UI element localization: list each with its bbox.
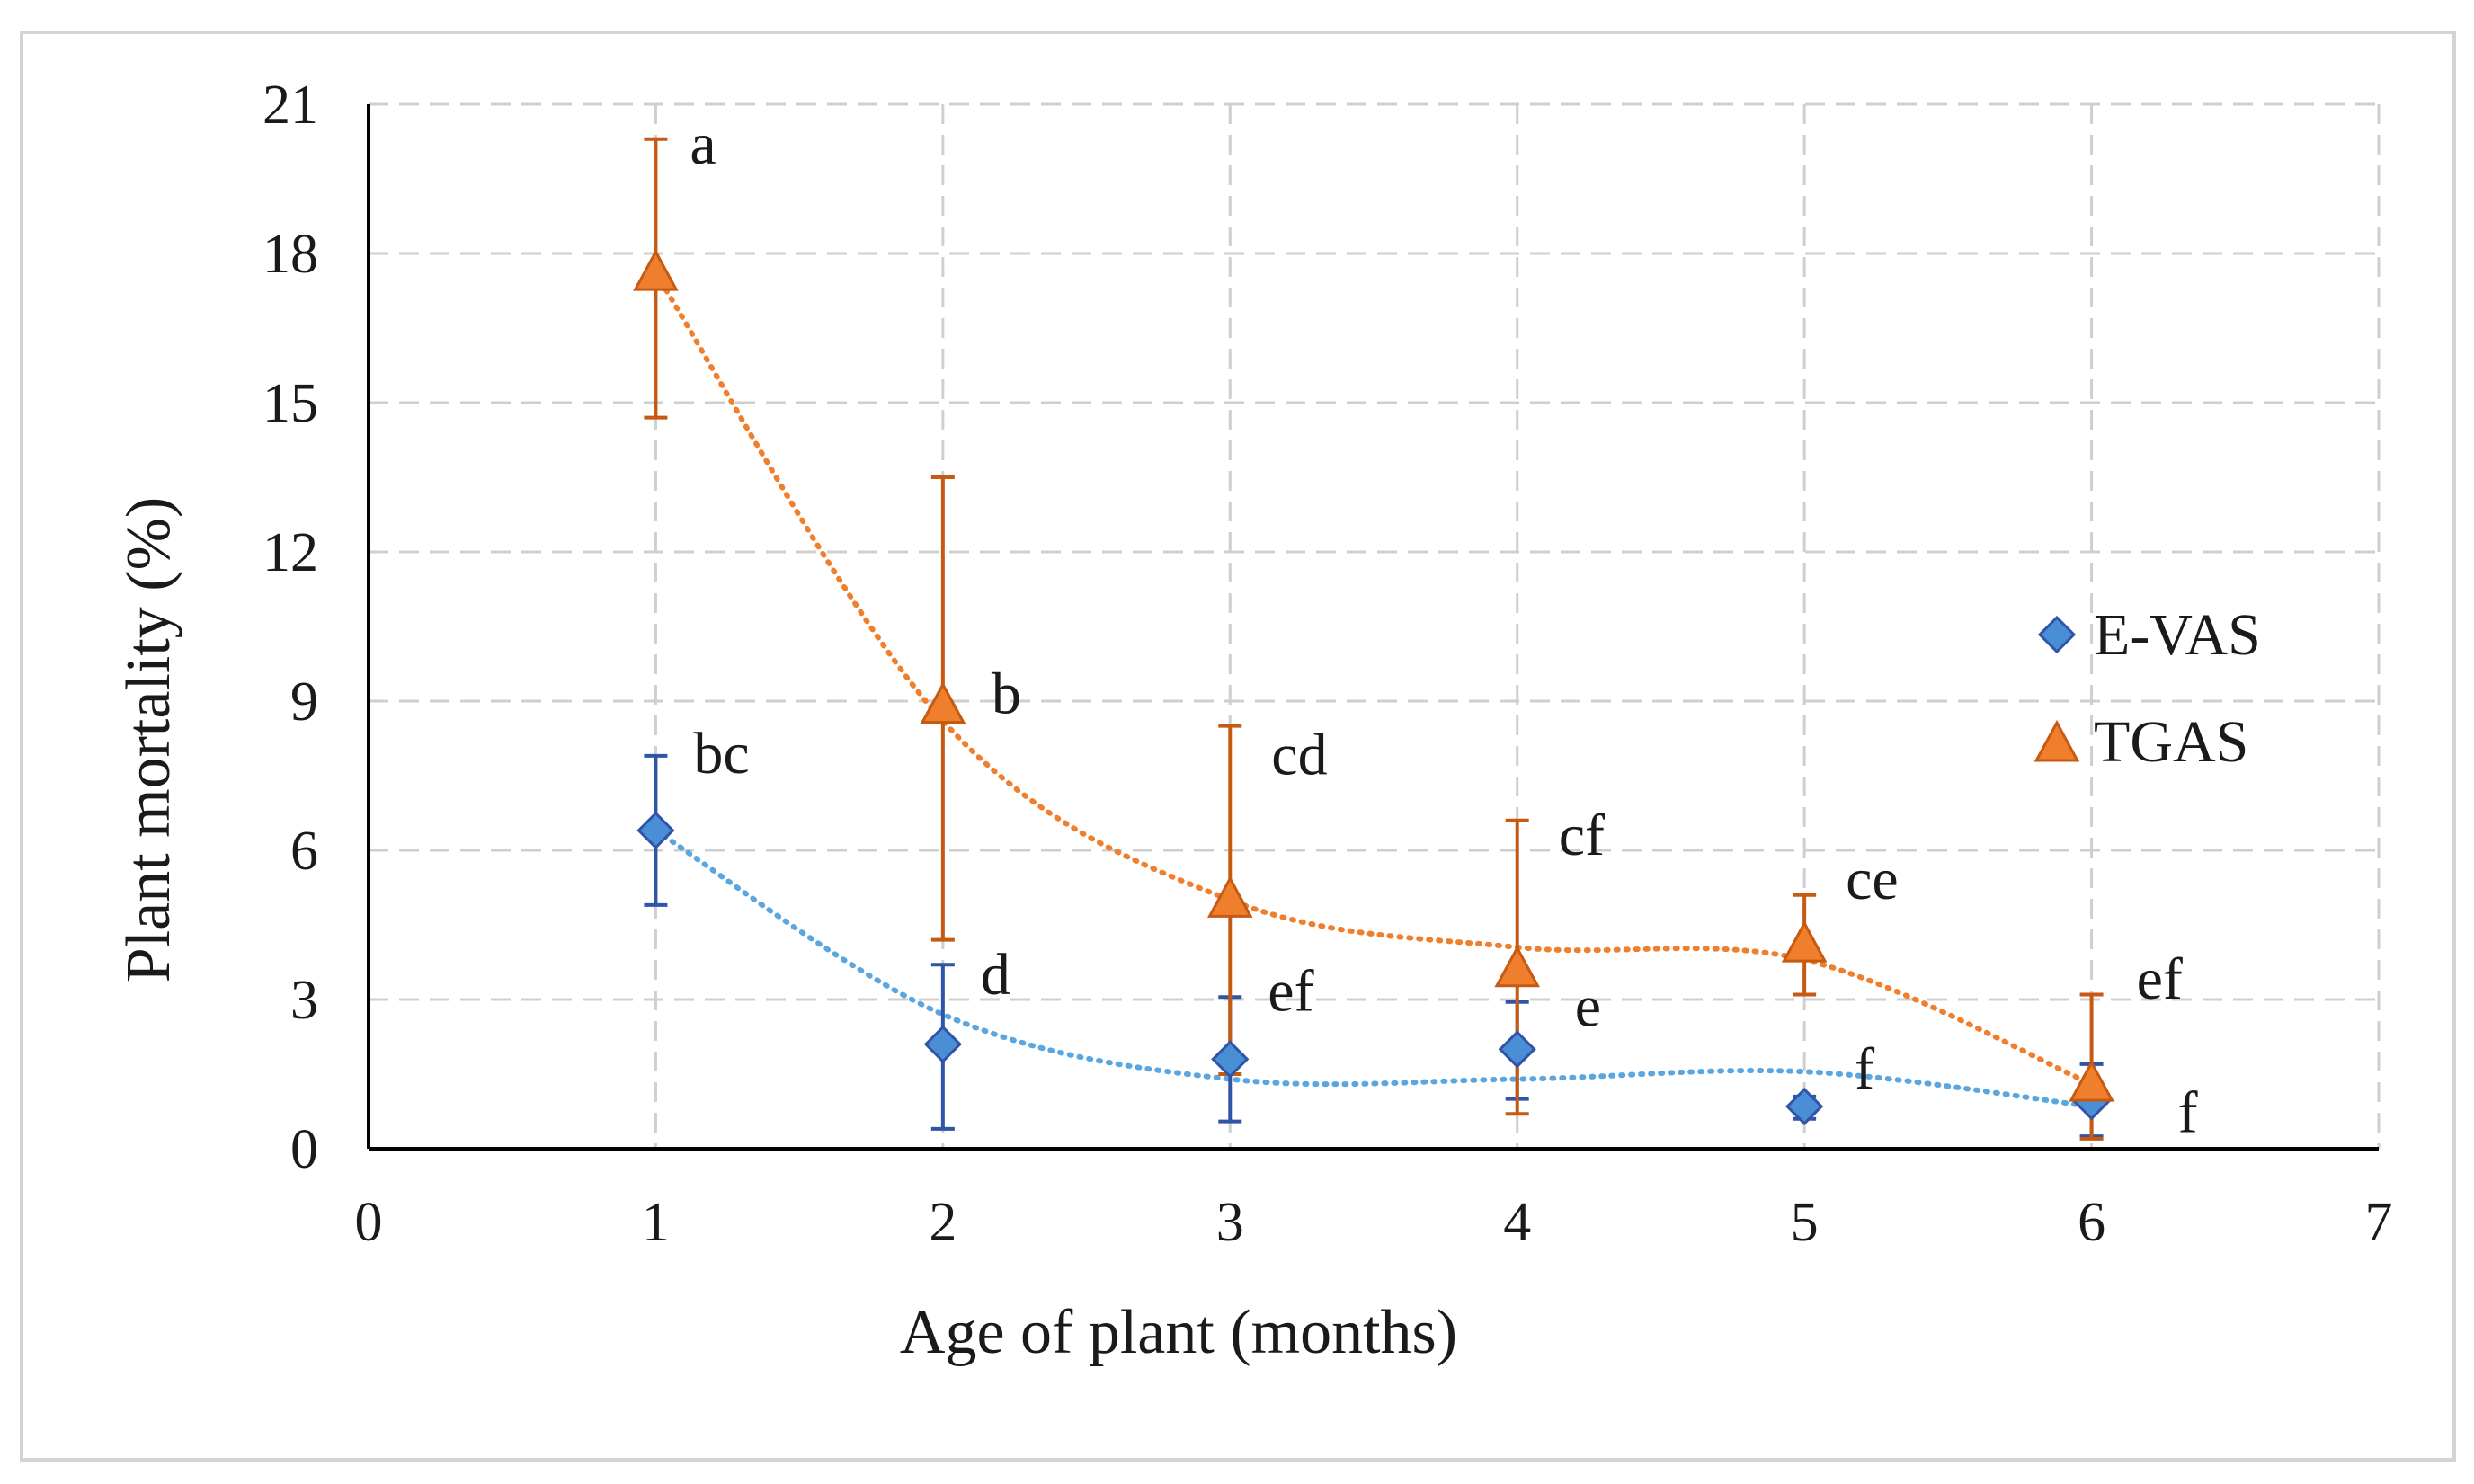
marker-tgas-2 [920,681,966,724]
marker-tgas-3 [1206,875,1253,918]
y-tick-label-3: 3 [290,970,318,1031]
y-tick-label-12: 12 [263,522,318,583]
grid [369,102,2381,1149]
point-label-e-vas-3: ef [1268,958,1313,1024]
y-tick-label-6: 6 [290,821,318,882]
point-label-e-vas-4: e [1575,973,1601,1039]
marker-tgas-6 [2069,1059,2114,1102]
marker-tgas-1 [633,248,679,291]
trendlines [653,271,2095,1109]
y-tick-label-9: 9 [290,671,318,733]
marker-tgas-4 [1494,945,1541,988]
y-tick-label-18: 18 [263,224,318,285]
marker-e-vas-1 [636,811,675,849]
y-tick-label-15: 15 [263,373,318,434]
marker-e-vas-4 [1498,1030,1536,1069]
point-label-tgas-4: cf [1559,803,1605,868]
legend-item-tgas: TGAS [2033,709,2248,775]
legend: E-VAS TGAS [2033,602,2261,775]
trendline-tgas [653,271,2095,1088]
x-tick-label-7: 7 [2365,1192,2393,1253]
data-markers [633,248,2114,1126]
x-tick-label-6: 6 [2078,1192,2105,1253]
point-label-tgas-1: a [690,111,716,177]
legend-label-e-vas: E-VAS [2094,602,2261,668]
point-label-tgas-5: ce [1846,847,1899,912]
legend-item-e-vas: E-VAS [2037,602,2261,668]
x-tick-label-1: 1 [642,1192,670,1253]
y-axis-title: Plant mortality (%) [114,497,183,982]
x-tick-label-2: 2 [929,1192,957,1253]
marker-e-vas-3 [1211,1040,1250,1079]
error-bars [644,137,2104,1141]
legend-marker-e-vas [2037,615,2077,654]
x-tick-label-5: 5 [1791,1192,1819,1253]
x-tick-label-3: 3 [1216,1192,1244,1253]
point-label-tgas-6: ef [2137,946,2183,1012]
point-label-e-vas-1: bc [693,721,749,786]
trendline-e-vas [653,827,2095,1109]
legend-label-tgas: TGAS [2094,709,2248,775]
marker-e-vas-5 [1785,1087,1824,1126]
point-label-e-vas-2: d [981,942,1010,1008]
legend-marker-tgas [2033,719,2080,762]
point-label-tgas-2: b [992,662,1021,727]
y-tick-label-0: 0 [290,1119,318,1180]
marker-e-vas-2 [923,1025,962,1063]
x-tick-label-4: 4 [1503,1192,1531,1253]
x-axis-title: Age of plant (months) [900,1298,1457,1367]
point-label-tgas-3: cd [1271,722,1327,787]
axes [367,104,2379,1151]
point-label-e-vas-6: f [2178,1080,2198,1145]
y-tick-label-21: 21 [263,75,318,136]
point-label-e-vas-5: f [1855,1036,1874,1102]
marker-tgas-5 [1781,920,1828,963]
chart-frame: bc d ef e f f a b cd cf ce ef 0 1 2 3 4 5 6 7 0 3 6 9 12 15 18 21 … [20,31,2456,1462]
x-tick-label-0: 0 [355,1192,383,1253]
